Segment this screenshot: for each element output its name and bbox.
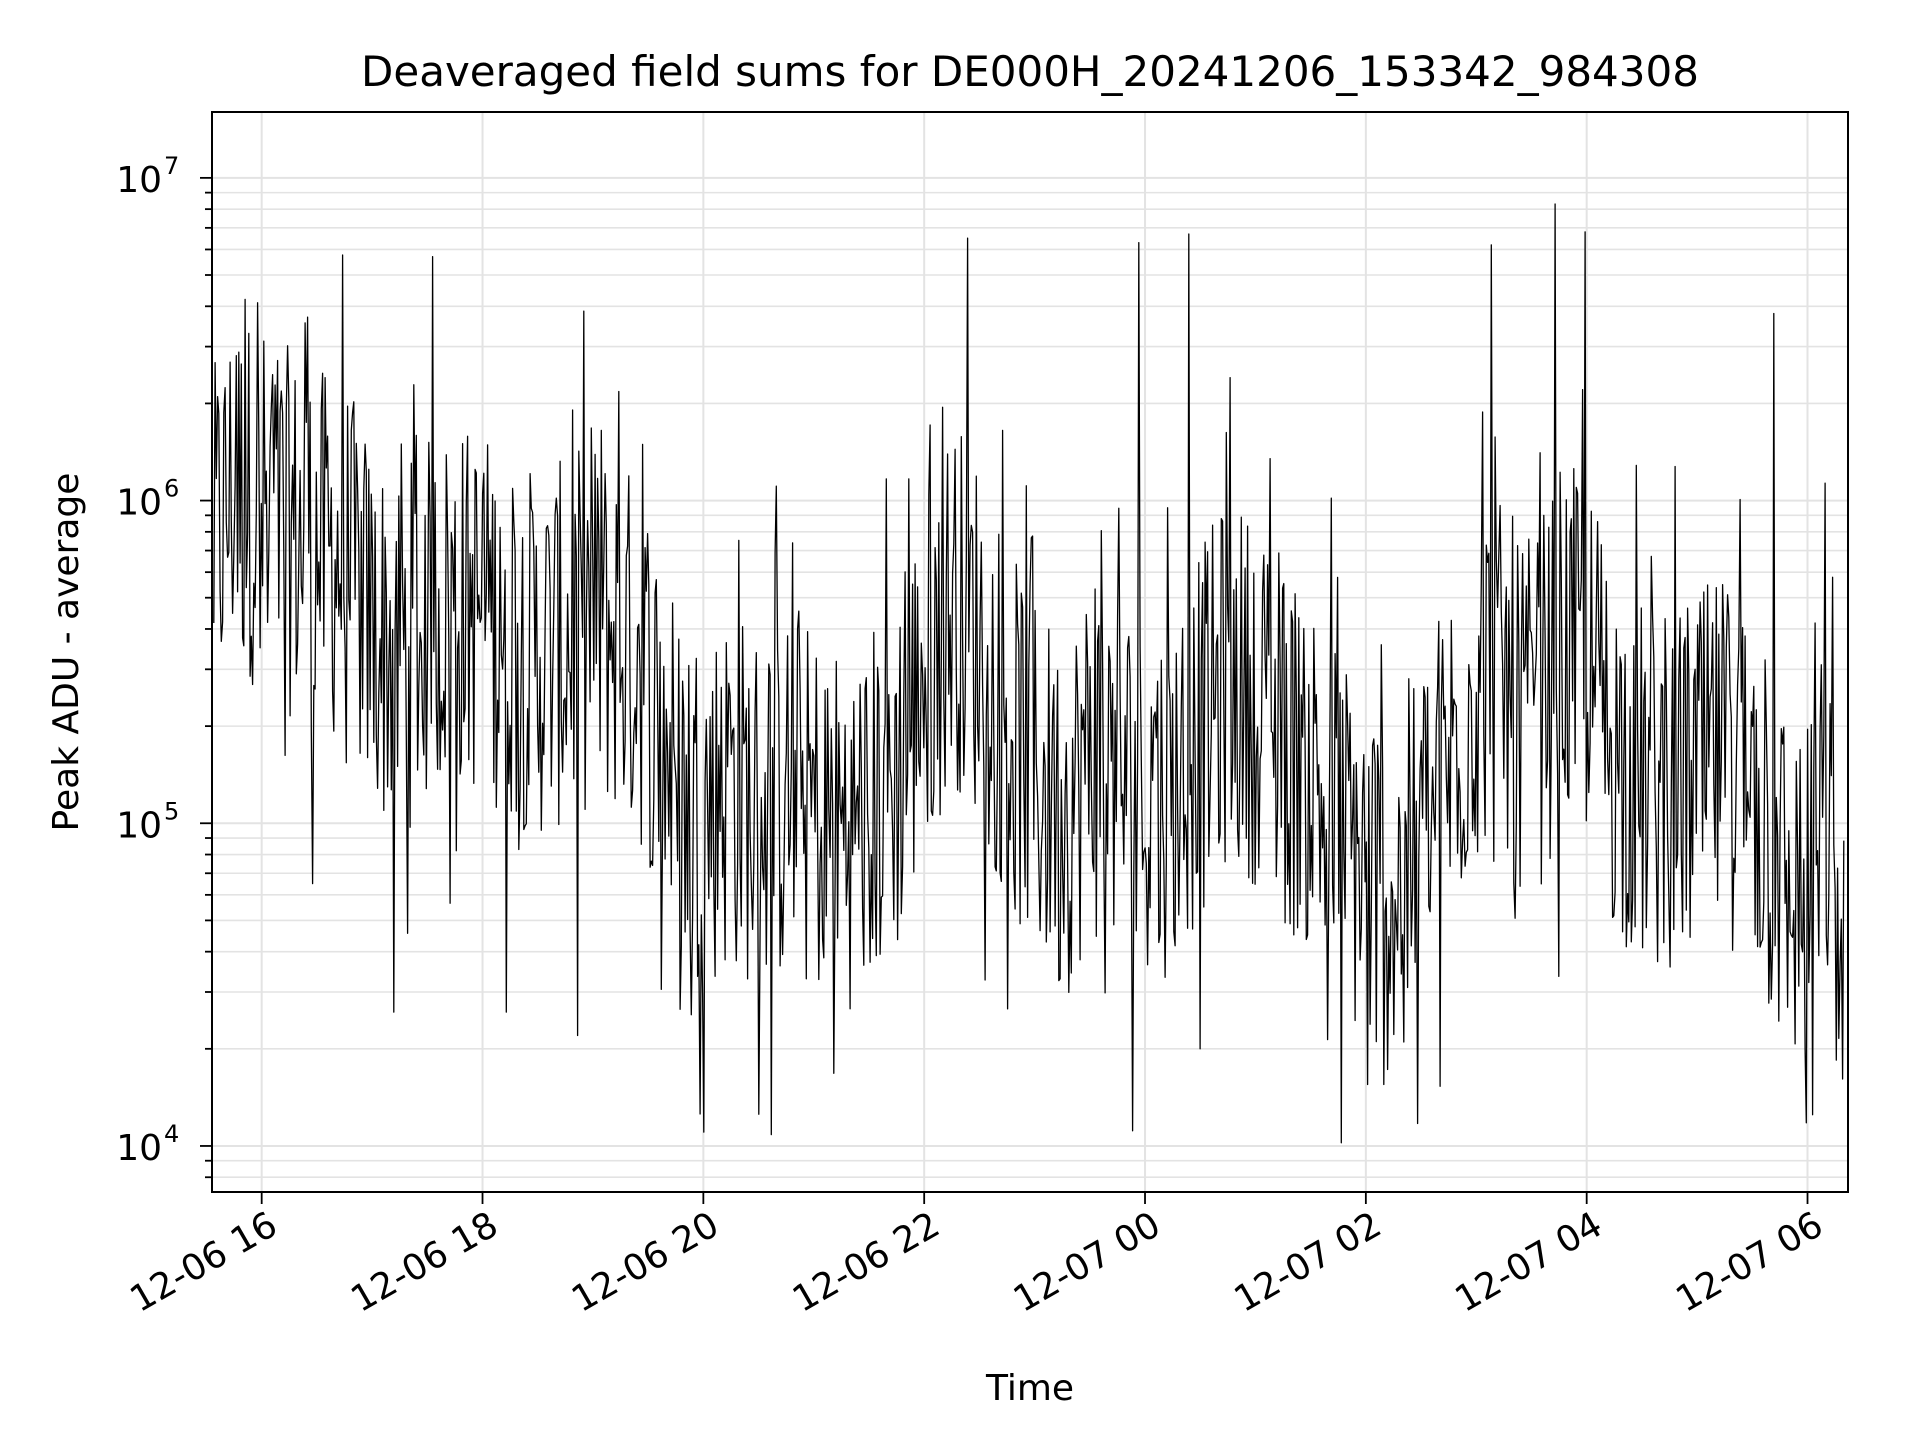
x-axis-label: Time bbox=[985, 1368, 1074, 1409]
y-axis-label: Peak ADU - average bbox=[46, 473, 87, 832]
plot-frame bbox=[211, 111, 1849, 1193]
series-layer bbox=[213, 203, 1845, 1144]
y-tick-label: 10 bbox=[116, 160, 162, 201]
y-tick-label: 10 bbox=[116, 483, 162, 524]
series-line-0 bbox=[213, 203, 1845, 1144]
y-tick-exponent: 5 bbox=[164, 797, 179, 825]
y-tick-label: 10 bbox=[116, 1128, 162, 1169]
y-tick-exponent: 4 bbox=[164, 1120, 179, 1148]
y-tick-exponent: 6 bbox=[164, 475, 179, 503]
y-tick-label: 10 bbox=[116, 805, 162, 846]
y-tick-exponent: 7 bbox=[164, 152, 179, 180]
chart-title: Deaveraged field sums for DE000H_2024120… bbox=[361, 47, 1699, 96]
